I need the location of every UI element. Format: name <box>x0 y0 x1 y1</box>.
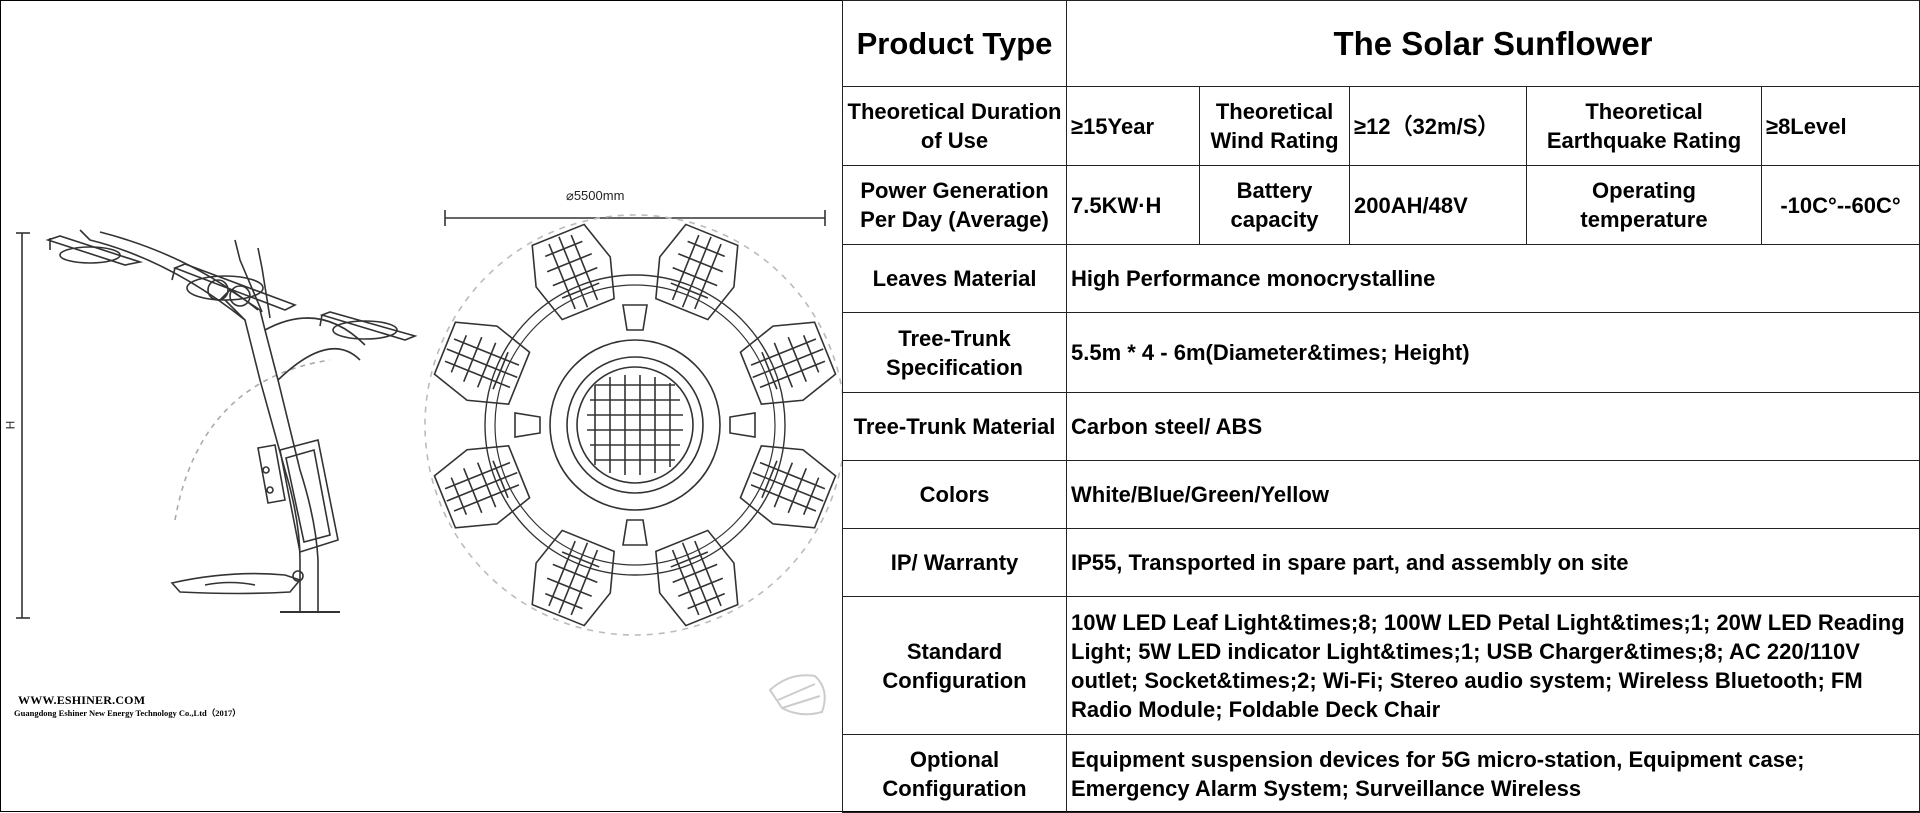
leaves-value: High Performance monocrystalline <box>1066 244 1920 313</box>
duration-label: Theoretical Duration of Use <box>842 86 1067 166</box>
temp-label: Operating temperature <box>1526 165 1762 245</box>
row-colors: Colors White/Blue/Green/Yellow <box>842 460 1920 529</box>
standard-label: Standard Configuration <box>842 596 1067 735</box>
diameter-dimension <box>444 210 826 226</box>
side-panel-right <box>319 311 418 341</box>
spec-table: Product Type The Solar Sunflower Theoret… <box>842 0 1920 813</box>
row-standard-config: Standard Configuration 10W LED Leaf Ligh… <box>842 596 1920 735</box>
side-panel-center <box>171 263 298 311</box>
company-text: Guangdong Eshiner New Energy Technology … <box>14 708 241 718</box>
duration-value: ≥15Year <box>1066 86 1200 166</box>
website-text: WWW.ESHINER.COM <box>18 693 146 707</box>
trunk-material-value: Carbon steel/ ABS <box>1066 392 1920 461</box>
side-panel-left <box>45 235 144 266</box>
temp-value: -10C°--60C° <box>1761 165 1920 245</box>
standard-value: 10W LED Leaf Light&times;8; 100W LED Pet… <box>1066 596 1920 735</box>
side-deck-chair <box>170 570 304 595</box>
quake-label: Theoretical Earthquake Rating <box>1526 86 1762 166</box>
center-flower <box>549 339 721 511</box>
connectors <box>514 304 756 546</box>
technical-drawing-svg <box>16 210 842 716</box>
quake-value: ≥8Level <box>1761 86 1920 166</box>
spec-table-container: Product Type The Solar Sunflower Theoret… <box>842 0 1920 813</box>
row-optional-config: Optional Configuration Equipment suspens… <box>842 734 1920 813</box>
height-dimension <box>16 232 30 619</box>
power-value: 7.5KW·H <box>1066 165 1200 245</box>
battery-value: 200AH/48V <box>1349 165 1527 245</box>
top-view <box>424 214 842 636</box>
optional-label: Optional Configuration <box>842 734 1067 813</box>
height-label: H <box>3 420 18 430</box>
product-type-label: Product Type <box>842 0 1067 87</box>
wind-value: ≥12（32m/S） <box>1349 86 1527 166</box>
trunk-spec-label: Tree-Trunk Specification <box>842 312 1067 393</box>
row-product-type: Product Type The Solar Sunflower <box>842 0 1920 87</box>
row-trunk-material: Tree-Trunk Material Carbon steel/ ABS <box>842 392 1920 461</box>
power-label: Power Generation Per Day (Average) <box>842 165 1067 245</box>
product-drawing: ⌀5500mm H WWW.ESHINER.COM Guangdong Eshi… <box>0 0 842 812</box>
side-view-tree <box>45 229 418 613</box>
leaf-panels <box>433 223 837 627</box>
row-ratings: Theoretical Duration of Use ≥15Year Theo… <box>842 86 1920 166</box>
row-leaves: Leaves Material High Performance monocry… <box>842 244 1920 313</box>
ip-value: IP55, Transported in spare part, and ass… <box>1066 528 1920 597</box>
trunk-material-label: Tree-Trunk Material <box>842 392 1067 461</box>
optional-value: Equipment suspension devices for 5G micr… <box>1066 734 1920 813</box>
diameter-label: ⌀5500mm <box>566 188 625 203</box>
watermark-logo <box>768 674 826 716</box>
colors-label: Colors <box>842 460 1067 529</box>
side-cabinet <box>257 439 339 554</box>
product-name: The Solar Sunflower <box>1066 0 1920 87</box>
leaves-label: Leaves Material <box>842 244 1067 313</box>
wind-label: Theoretical Wind Rating <box>1199 86 1350 166</box>
trunk-spec-value: 5.5m * 4 - 6m(Diameter&times; Height) <box>1066 312 1920 393</box>
battery-label: Battery capacity <box>1199 165 1350 245</box>
row-ip-warranty: IP/ Warranty IP55, Transported in spare … <box>842 528 1920 597</box>
row-trunk-spec: Tree-Trunk Specification 5.5m * 4 - 6m(D… <box>842 312 1920 393</box>
colors-value: White/Blue/Green/Yellow <box>1066 460 1920 529</box>
ip-label: IP/ Warranty <box>842 528 1067 597</box>
row-power: Power Generation Per Day (Average) 7.5KW… <box>842 165 1920 245</box>
